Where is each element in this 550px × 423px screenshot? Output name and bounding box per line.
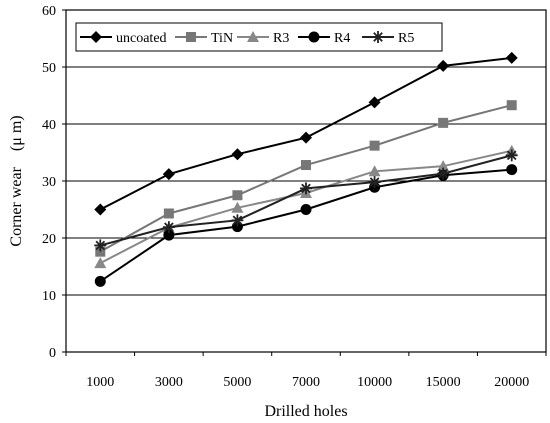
data-point	[163, 208, 174, 219]
data-point	[438, 117, 449, 128]
data-point	[368, 176, 381, 189]
x-axis-ticks: 1000 3000 5000 7000 10000 15000 20000	[65, 352, 547, 390]
y-tick-label: 60	[42, 4, 56, 19]
data-point	[437, 59, 450, 72]
x-tick-label: 5000	[223, 375, 251, 390]
legend-item-tin: TiN	[175, 31, 233, 46]
data-point	[505, 51, 518, 64]
data-point	[232, 190, 243, 201]
data-point	[94, 275, 106, 287]
legend-item-r5: R5	[362, 31, 414, 46]
series-r5	[94, 149, 518, 252]
legend-label: R5	[398, 31, 414, 46]
data-point	[94, 239, 107, 252]
y-tick-label: 10	[42, 289, 56, 304]
y-axis-ticks: 0 10 20 30 40 50 60	[42, 4, 66, 361]
data-point	[163, 229, 175, 241]
legend: uncoated TiN R3 R4 R5	[75, 22, 443, 52]
x-tick-label: 7000	[292, 375, 320, 390]
data-point	[231, 201, 244, 213]
legend-item-r4: R4	[298, 31, 350, 46]
y-tick-label: 20	[42, 232, 56, 247]
y-tick-label: 0	[49, 346, 56, 361]
legend-marker	[372, 31, 384, 43]
legend-label: R4	[334, 31, 350, 46]
y-tick-label: 40	[42, 118, 56, 133]
data-point	[300, 204, 312, 215]
legend-item-uncoated: uncoated	[80, 31, 167, 46]
y-axis-label: Corner wear (μ m)	[8, 115, 25, 246]
data-point	[162, 221, 175, 234]
legend-label: uncoated	[116, 31, 167, 46]
data-point	[368, 96, 381, 109]
legend-marker	[186, 32, 196, 42]
data-point	[300, 182, 312, 195]
x-tick-label: 15000	[426, 375, 461, 390]
x-tick-label: 10000	[357, 375, 392, 390]
data-point	[301, 160, 311, 171]
data-point	[231, 214, 244, 227]
data-point	[231, 148, 244, 161]
data-point	[437, 160, 450, 172]
y-tick-label: 50	[42, 61, 56, 76]
data-point	[505, 149, 518, 162]
data-point	[368, 165, 381, 177]
data-point	[94, 257, 107, 269]
data-point	[94, 203, 107, 216]
x-tick-label: 3000	[155, 375, 183, 390]
legend-marker	[247, 31, 259, 42]
y-tick-label: 30	[42, 175, 56, 190]
x-tick-label: 20000	[494, 375, 529, 390]
legend-item-r3: R3	[237, 31, 289, 46]
data-point	[162, 168, 175, 181]
x-tick-label: 1000	[86, 375, 114, 390]
x-axis-label: Drilled holes	[264, 403, 347, 420]
data-point	[437, 167, 450, 180]
data-point	[300, 131, 312, 144]
legend-label: R3	[273, 31, 289, 46]
data-point	[369, 140, 380, 151]
data-point	[95, 246, 106, 257]
data-point	[506, 100, 517, 111]
legend-marker	[308, 31, 320, 43]
legend-label: TiN	[211, 31, 233, 46]
series-group	[94, 51, 518, 287]
series-uncoated	[94, 51, 518, 216]
legend-marker	[90, 31, 102, 43]
data-point	[506, 164, 518, 176]
gridlines	[66, 66, 546, 296]
series-tin	[95, 100, 517, 257]
